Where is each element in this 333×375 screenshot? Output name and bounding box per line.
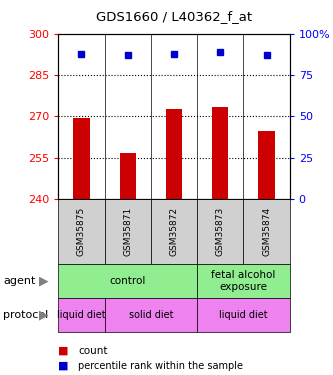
Bar [258, 131, 275, 199]
Bar [120, 153, 136, 199]
Text: ▶: ▶ [39, 309, 48, 321]
Text: ▶: ▶ [39, 275, 48, 288]
Bar [105, 298, 197, 332]
Text: ■: ■ [58, 346, 69, 355]
Bar [212, 106, 228, 199]
Text: agent: agent [3, 276, 36, 286]
Bar [58, 264, 197, 298]
Text: protocol: protocol [3, 310, 49, 320]
Text: GSM35872: GSM35872 [169, 207, 178, 256]
Bar [73, 118, 90, 199]
Text: GSM35873: GSM35873 [216, 207, 225, 256]
Text: GSM35874: GSM35874 [262, 207, 271, 256]
Text: count: count [78, 346, 108, 355]
Bar [166, 110, 182, 199]
Text: fetal alcohol
exposure: fetal alcohol exposure [211, 270, 276, 292]
Bar [105, 199, 151, 264]
Bar [197, 298, 290, 332]
Text: GSM35871: GSM35871 [123, 207, 132, 256]
Text: ■: ■ [58, 361, 69, 370]
Bar [58, 298, 105, 332]
Text: liquid diet: liquid diet [57, 310, 106, 320]
Bar [197, 264, 290, 298]
Bar [197, 199, 243, 264]
Bar [243, 199, 290, 264]
Text: percentile rank within the sample: percentile rank within the sample [78, 361, 243, 370]
Text: liquid diet: liquid diet [219, 310, 268, 320]
Text: GSM35875: GSM35875 [77, 207, 86, 256]
Text: control: control [110, 276, 146, 286]
Text: solid diet: solid diet [129, 310, 173, 320]
Bar [151, 199, 197, 264]
Bar [58, 199, 105, 264]
Text: GDS1660 / L40362_f_at: GDS1660 / L40362_f_at [96, 10, 252, 23]
